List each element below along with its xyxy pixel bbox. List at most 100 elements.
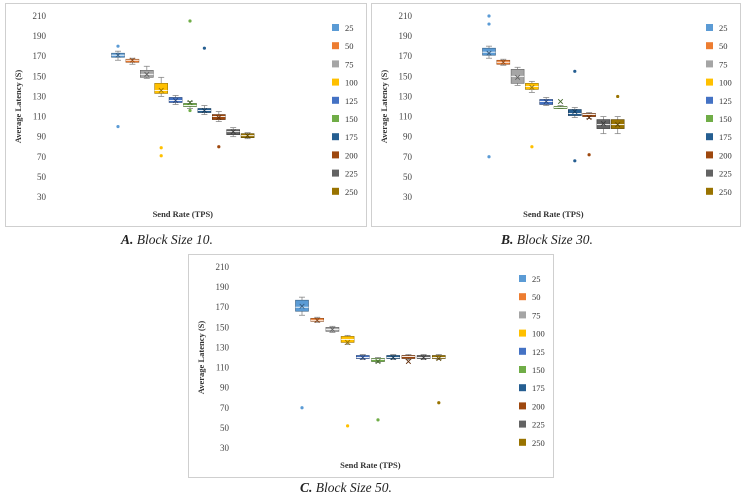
legend-swatch-25 bbox=[706, 24, 713, 31]
legend-label-50: 50 bbox=[345, 41, 354, 51]
outlier-point bbox=[202, 46, 206, 50]
chart-panel-b: 30 50 70 90 110 130 150 170 190 210 Average Latenc… bbox=[371, 3, 741, 227]
box-225 bbox=[416, 354, 431, 361]
box-75 bbox=[325, 325, 340, 333]
mean-marker bbox=[299, 303, 305, 309]
mean-marker bbox=[144, 71, 150, 77]
y-tick-label: 210 bbox=[399, 11, 413, 21]
legend-swatch-200 bbox=[519, 402, 526, 410]
legend-swatch-200 bbox=[332, 151, 339, 159]
y-axis-title: Average Latency (S) bbox=[196, 321, 206, 395]
box-body bbox=[482, 47, 496, 56]
y-tick-label: 130 bbox=[33, 91, 47, 101]
legend-swatch-225 bbox=[706, 169, 713, 177]
mean-marker bbox=[543, 98, 549, 105]
legend-swatch-75 bbox=[519, 311, 526, 319]
outlier-point bbox=[346, 424, 350, 428]
x-axis-title: Send Rate (TPS) bbox=[340, 460, 401, 470]
box-body bbox=[401, 355, 416, 359]
legend-label-25: 25 bbox=[719, 23, 728, 33]
y-tick-label: 30 bbox=[37, 192, 47, 202]
legend-label-175: 175 bbox=[532, 383, 545, 393]
y-tick-label: 110 bbox=[33, 112, 47, 122]
mean-marker bbox=[586, 114, 592, 121]
mean-marker bbox=[172, 97, 179, 104]
legend-label-225: 225 bbox=[345, 169, 358, 179]
box-25 bbox=[295, 296, 309, 410]
x-axis-title: Send Rate (TPS) bbox=[523, 209, 584, 219]
caption-a-letter: A. bbox=[121, 232, 134, 247]
y-tick-label: 150 bbox=[216, 322, 230, 332]
mean-marker bbox=[187, 99, 193, 106]
caption-a-text: Block Size 10. bbox=[136, 232, 213, 247]
outlier-point bbox=[573, 69, 577, 73]
box-150 bbox=[183, 19, 197, 113]
legend-swatch-225 bbox=[519, 420, 526, 428]
y-tick-label: 110 bbox=[399, 112, 413, 122]
caption-b-text: Block Size 30. bbox=[516, 232, 593, 247]
box-100 bbox=[154, 76, 168, 158]
legend-swatch-125 bbox=[706, 96, 713, 104]
y-tick-label: 170 bbox=[399, 51, 413, 61]
legend-label-225: 225 bbox=[719, 169, 732, 179]
mean-marker bbox=[375, 358, 381, 365]
box-50 bbox=[496, 58, 511, 66]
mean-marker bbox=[615, 121, 621, 128]
legend-swatch-25 bbox=[332, 24, 339, 31]
mean-marker bbox=[344, 339, 351, 346]
legend-label-250: 250 bbox=[719, 187, 732, 197]
y-tick-label: 90 bbox=[403, 132, 413, 142]
legend-label-200: 200 bbox=[532, 401, 545, 411]
caption-c-letter: C. bbox=[300, 480, 313, 495]
y-tick-label: 30 bbox=[220, 443, 230, 453]
legend-swatch-100 bbox=[706, 78, 713, 86]
legend-label-25: 25 bbox=[532, 274, 541, 284]
outlier-point bbox=[188, 108, 192, 113]
y-tick-label: 150 bbox=[399, 71, 413, 81]
y-tick-label: 50 bbox=[403, 172, 413, 182]
box-200 bbox=[582, 112, 596, 157]
outlier-point bbox=[487, 155, 491, 159]
mean-marker bbox=[420, 354, 427, 361]
mean-marker bbox=[572, 108, 578, 115]
y-tick-label: 170 bbox=[33, 51, 47, 61]
mean-marker bbox=[244, 133, 251, 139]
legend-label-50: 50 bbox=[719, 41, 728, 51]
outlier-point bbox=[487, 22, 491, 26]
caption-a: A. Block Size 10. bbox=[121, 232, 213, 248]
mean-marker bbox=[390, 354, 396, 361]
mean-marker bbox=[557, 98, 564, 105]
mean-marker bbox=[158, 87, 164, 94]
chart-a: 30 50 70 90 110 130 150 170 190 210 Average Latenc… bbox=[13, 11, 358, 219]
caption-c: C. Block Size 50. bbox=[300, 480, 392, 496]
y-tick-label: 170 bbox=[216, 302, 230, 312]
box-150 bbox=[371, 357, 385, 422]
legend-label-125: 125 bbox=[719, 96, 732, 106]
legend-swatch-200 bbox=[706, 151, 713, 159]
y-tick-label: 50 bbox=[37, 172, 47, 182]
legend-swatch-25 bbox=[519, 275, 526, 282]
legend-swatch-150 bbox=[706, 115, 713, 122]
y-tick-label: 210 bbox=[216, 262, 230, 272]
outlier-point bbox=[159, 146, 163, 150]
box-75 bbox=[510, 66, 525, 86]
chart-panel-a: 30 50 70 90 110 130 150 170 190 210 Average Latenc… bbox=[5, 3, 367, 227]
box-75 bbox=[140, 65, 154, 79]
box-250 bbox=[432, 354, 446, 405]
box-200 bbox=[212, 111, 226, 149]
legend-swatch-100 bbox=[332, 78, 339, 86]
legend-swatch-75 bbox=[332, 60, 339, 68]
legend-swatch-50 bbox=[706, 42, 713, 50]
box-100 bbox=[525, 80, 539, 149]
y-tick-label: 50 bbox=[220, 423, 230, 433]
legend-swatch-175 bbox=[706, 133, 713, 141]
caption-b-letter: B. bbox=[501, 232, 514, 247]
y-tick-label: 70 bbox=[220, 403, 230, 413]
mean-marker bbox=[314, 317, 320, 323]
outlier-point bbox=[217, 145, 221, 149]
mean-marker bbox=[529, 84, 535, 91]
outlier-point bbox=[188, 19, 192, 23]
legend-label-100: 100 bbox=[719, 78, 732, 88]
outlier-point bbox=[300, 406, 304, 410]
y-tick-label: 210 bbox=[33, 11, 47, 21]
